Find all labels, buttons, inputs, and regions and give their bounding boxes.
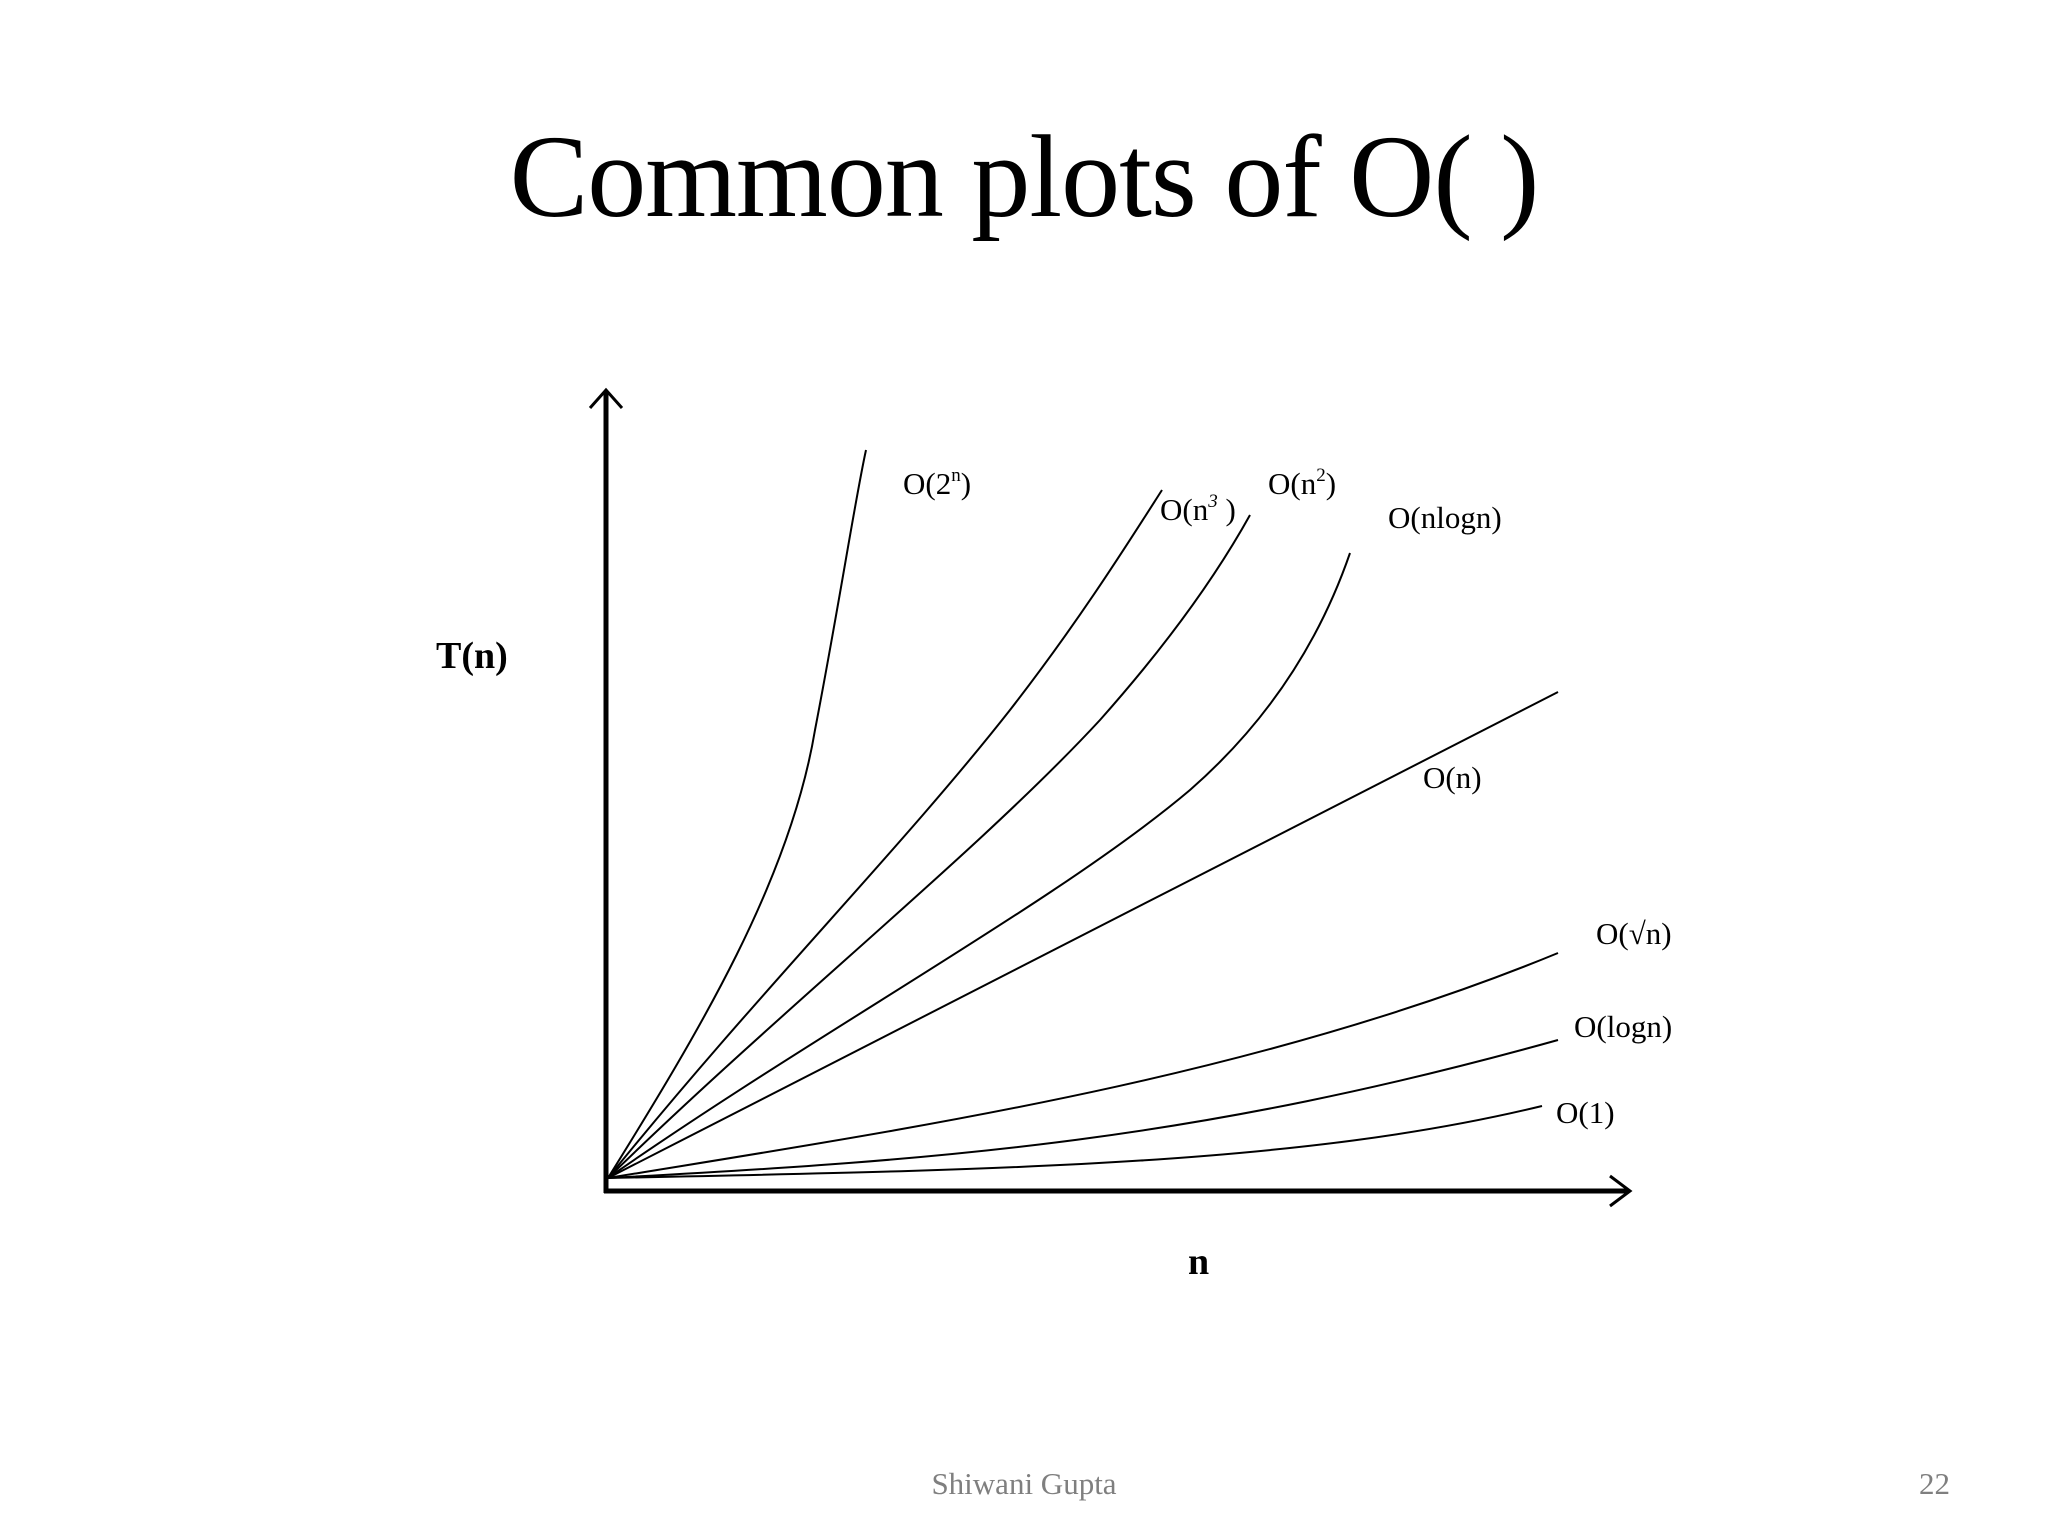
curve-log [607,1039,1559,1179]
curve-linear [607,691,1559,1179]
footer-author: Shiwani Gupta [931,1466,1117,1501]
curve-nlogn [607,552,1351,1179]
page-number: 22 [1919,1466,1950,1501]
y-axis-title: T(n) [436,635,508,677]
label-nlogn: O(nlogn) [1388,500,1502,535]
y-axis-arrow [588,387,624,409]
x-axis-arrow [1609,1174,1633,1208]
x-axis-title: n [1188,1241,1209,1283]
label-cubic: O(n3 ) [1160,491,1236,527]
label-exponential: O(2n) [903,465,971,501]
curve-exponential [607,449,867,1179]
label-log: O(logn) [1574,1009,1672,1044]
curve-cubic [607,489,1163,1179]
label-linear: O(n) [1423,760,1482,795]
label-quadratic: O(n2) [1268,465,1336,501]
slide-title: Common plots of O( ) [509,111,1540,242]
label-constant: O(1) [1556,1095,1615,1130]
curve-sqrt [607,952,1559,1179]
curve-quadratic [607,514,1251,1179]
label-sqrt: O(√n) [1596,916,1672,951]
curve-constant [607,1105,1543,1179]
